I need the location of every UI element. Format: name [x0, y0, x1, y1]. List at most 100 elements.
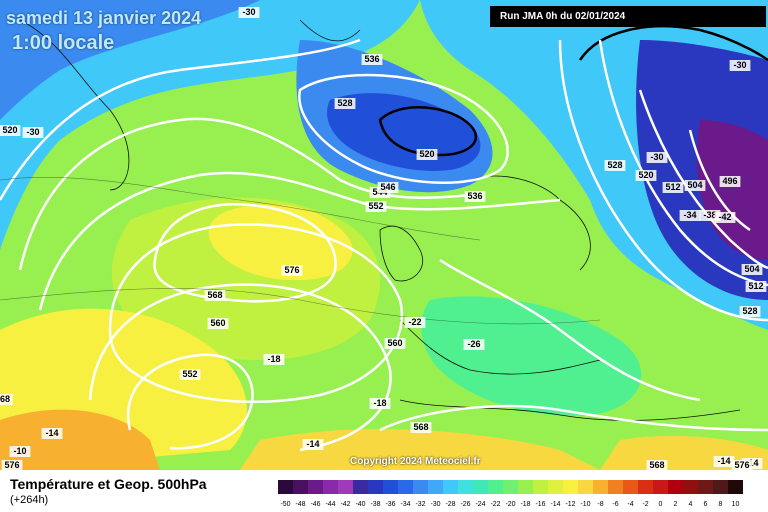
legend-value-label: -6 — [612, 501, 618, 508]
contour-576 — [153, 203, 337, 303]
geopotential-label: 552 — [182, 369, 197, 379]
temperature-label-bg — [22, 127, 44, 138]
geopotential-label: 512 — [748, 281, 763, 291]
legend-swatch — [578, 480, 593, 494]
temperature-label: -42 — [718, 212, 731, 222]
legend-swatch — [653, 480, 668, 494]
legend-swatch — [428, 480, 443, 494]
legend-value-label: -24 — [475, 501, 485, 508]
geopotential-label: 520 — [638, 170, 653, 180]
legend-value-label: 2 — [674, 501, 678, 508]
contour-536 — [0, 38, 361, 201]
edge-value-label: 568 — [413, 422, 428, 432]
geopotential-label-bg — [179, 369, 201, 380]
edge-value-label-bg — [731, 460, 753, 470]
geopotential-label-bg — [739, 306, 761, 317]
legend-swatch — [488, 480, 503, 494]
legend-swatch — [278, 480, 293, 494]
contour-552-south — [126, 353, 254, 450]
temperature-label-bg — [302, 439, 324, 450]
isotherm-lines — [0, 176, 601, 325]
contour-536-central — [439, 258, 701, 402]
edge-value-label-bg — [410, 422, 432, 433]
contour-528-east — [558, 39, 768, 322]
cool-area-central-europe — [421, 296, 642, 416]
temperature-label-bg — [9, 446, 31, 457]
line-520-north — [378, 106, 477, 157]
legend-value-label: -38 — [370, 501, 380, 508]
isotherm-b — [0, 288, 601, 325]
edge-value-label: 568 — [649, 460, 664, 470]
warm-ridge-atlantic — [208, 204, 353, 281]
chart-title: Température et Geop. 500hPa — [10, 476, 207, 492]
arctic-coast — [299, 19, 361, 42]
geopotential-label: 552 — [368, 201, 383, 211]
edge-value-label: 576 — [734, 460, 749, 470]
geopotential-label-bg — [365, 201, 387, 212]
legend-value-label: 0 — [659, 501, 663, 508]
legend-value-label: -20 — [505, 501, 515, 508]
mediterranean-coast — [399, 399, 741, 421]
geopotential-label-bg — [0, 125, 21, 136]
legend-swatch — [638, 480, 653, 494]
colder-area-northwest — [0, 0, 260, 120]
geopotential-label-bg — [604, 160, 626, 171]
geopotential-label: 536 — [467, 191, 482, 201]
legend-swatch — [533, 480, 548, 494]
geopotential-label-bg — [334, 98, 356, 109]
forecast-date: samedi 13 janvier 2024 — [6, 8, 202, 28]
temperature-label: -30 — [650, 152, 663, 162]
contour-544 — [18, 117, 471, 271]
geopotential-label-bg — [416, 149, 438, 160]
legend-value-label: -48 — [295, 501, 305, 508]
legend-value-label: -36 — [385, 501, 395, 508]
legend-value-label: -50 — [280, 501, 290, 508]
legend-value-label: -4 — [627, 501, 633, 508]
geopotential-label: 560 — [210, 318, 225, 328]
temperature-label: -14 — [717, 456, 730, 466]
geopotential-label: 504 — [687, 180, 702, 190]
legend-swatch — [338, 480, 353, 494]
geopotential-label-bg — [741, 264, 763, 275]
legend-swatch — [383, 480, 398, 494]
geopotential-label: 568 — [207, 290, 222, 300]
temperature-label-bg — [679, 210, 701, 221]
temperature-label-bg — [238, 7, 260, 18]
geopotential-label-bg — [662, 182, 684, 193]
legend-swatch — [548, 480, 563, 494]
legend-swatch — [413, 480, 428, 494]
legend-value-label: -26 — [460, 501, 470, 508]
legend-swatch — [473, 480, 488, 494]
geopotential-label: 520 — [419, 149, 434, 159]
legend-value-label: -8 — [597, 501, 603, 508]
geopotential-label: 504 — [744, 264, 759, 274]
contour-528 — [298, 73, 509, 184]
greenland-coast — [19, 19, 130, 191]
edge-value-label-bg — [1, 460, 23, 470]
geopotential-label: 560 — [387, 338, 402, 348]
temperature-label-bg — [713, 456, 735, 467]
geopotential-label-bg — [464, 191, 486, 202]
legend-value-label: 8 — [719, 501, 723, 508]
legend-value-label: -32 — [415, 501, 425, 508]
temperature-label: -14 — [45, 428, 58, 438]
geopotential-label-bg — [684, 180, 706, 191]
edge-value-label-bg — [0, 394, 13, 405]
temperature-label-bg — [404, 317, 426, 328]
geopotential-label: 512 — [665, 182, 680, 192]
geopotential-label-bg — [361, 54, 383, 65]
temperature-label-bg — [369, 398, 391, 409]
forecast-lead-time: (+264h) — [10, 494, 49, 506]
warm-area-south — [240, 429, 600, 470]
legend-value-label: -12 — [565, 501, 575, 508]
legend-swatch — [563, 480, 578, 494]
geopotential-label: 536 — [364, 54, 379, 64]
temperature-label: -38 — [703, 210, 716, 220]
temperature-label: -30 — [242, 7, 255, 17]
legend-value-label: -2 — [642, 501, 648, 508]
legend-value-label: -30 — [430, 501, 440, 508]
geopotential-label-bg — [745, 281, 767, 292]
geopotential-label-bg — [384, 338, 406, 349]
legend-value-label: -44 — [325, 501, 335, 508]
